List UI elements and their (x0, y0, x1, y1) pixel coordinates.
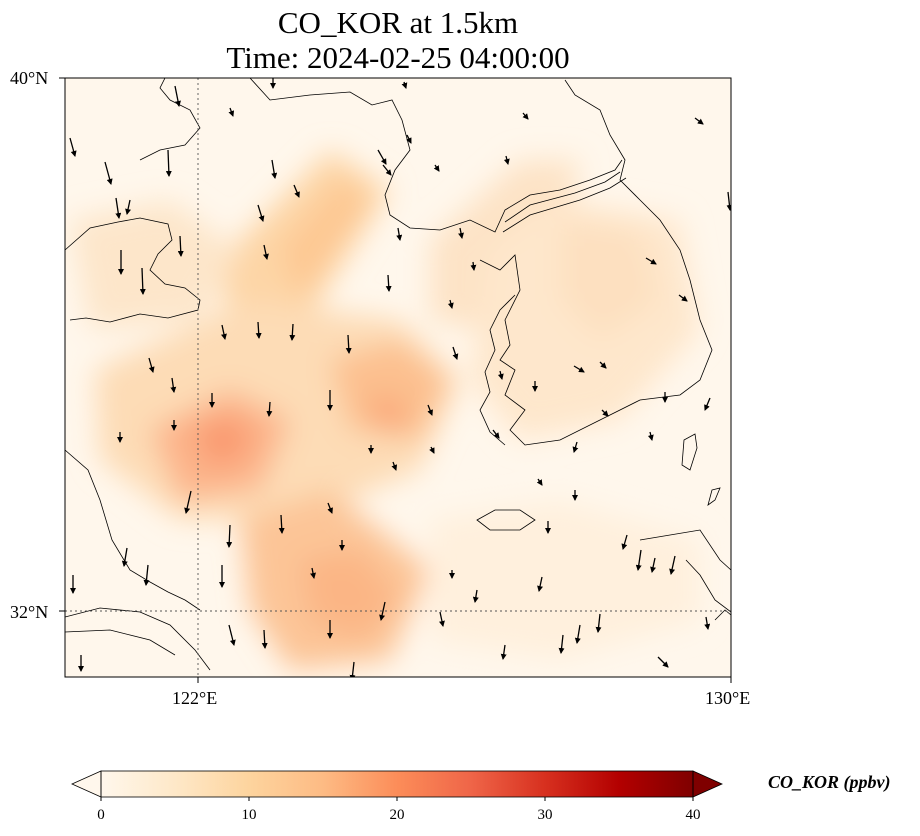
wind-vector-arrow (595, 613, 602, 633)
wind-vector-arrow (458, 227, 464, 239)
wind-vector-arrow (104, 161, 113, 185)
wind-vector-arrow (694, 117, 704, 125)
wind-vector-arrow (669, 555, 676, 575)
wind-vector-arrow (165, 149, 172, 177)
wind-vector-arrow (310, 567, 316, 579)
wind-vector-arrow (121, 547, 128, 567)
wind-vector-arrow (289, 323, 296, 341)
co-concentration-field (70, 150, 700, 670)
wind-vector-arrow (293, 184, 300, 198)
wind-vector-arrow (115, 197, 122, 219)
wind-vector-arrow (447, 299, 454, 309)
wind-vector-arrow (278, 514, 285, 534)
wind-vector-arrow (574, 624, 581, 644)
wind-vector-arrow (228, 624, 236, 646)
wind-vector-arrow (263, 244, 269, 260)
wind-vector-arrow (645, 257, 657, 265)
wind-vector-arrow (148, 357, 155, 373)
wind-vector-arrow (439, 611, 445, 627)
y-tick-32N: 32°N (10, 602, 49, 622)
wind-vector-arrow (221, 324, 227, 340)
chart-title-line2: Time: 2024-02-25 04:00:00 (226, 40, 570, 75)
wind-vector-arrow (647, 431, 654, 441)
y-tick-40N: 40°N (10, 68, 49, 88)
wind-vector-arrow (492, 429, 500, 439)
wind-vector-arrow (572, 441, 579, 453)
wind-vector-arrow (385, 274, 392, 292)
wind-vector-arrow (573, 365, 585, 373)
wind-vector-arrow (255, 321, 262, 339)
wind-vector-arrow (226, 524, 233, 548)
wind-vector-arrow (470, 261, 477, 271)
colorbar-tick-20: 20 (389, 807, 405, 823)
wind-vector-arrow (472, 589, 479, 603)
wind-vector-arrow (69, 137, 77, 157)
wind-vector-arrow (379, 601, 386, 621)
wind-vector-arrow (503, 155, 510, 165)
chart-title-line1: CO_KOR at 1.5km (277, 5, 519, 40)
wind-vector-arrow (391, 461, 398, 471)
x-tick-130E: 130°E (705, 688, 751, 708)
wind-vector-arrow (433, 164, 440, 172)
wind-vector-arrow (558, 634, 565, 654)
wind-vector-arrow (261, 629, 268, 649)
wind-vector-arrow (401, 81, 408, 89)
wind-vector-arrow (170, 377, 177, 393)
wind-vector-arrow (522, 112, 529, 120)
map-plot-area (65, 78, 731, 677)
x-tick-122E: 122°E (172, 688, 218, 708)
wind-vectors (69, 78, 731, 677)
colorbar-tick-10: 10 (241, 807, 257, 823)
wind-vector-arrow (601, 409, 609, 417)
wind-vector-arrow (497, 370, 504, 380)
wind-vector-arrow (500, 644, 507, 660)
colorbar-label: CO_KOR (ppbv) (768, 772, 891, 792)
wind-vector-arrow (382, 164, 392, 176)
colorbar-gradient (101, 771, 693, 797)
wind-vector-arrow (704, 397, 711, 411)
colorbar-tick-30: 30 (537, 807, 553, 823)
wind-vector-arrow (125, 199, 131, 215)
shandong-coast (65, 217, 201, 323)
wind-vector-arrow (266, 401, 273, 417)
wind-vector-arrow (429, 446, 435, 454)
wind-vector-arrow (349, 661, 356, 677)
wind-vector-arrow (678, 294, 688, 302)
jeju-island (476, 509, 536, 531)
wind-vector-arrow (143, 564, 150, 586)
colorbar (71, 770, 723, 801)
wind-vector-arrow (177, 235, 184, 257)
wind-vector-arrow (657, 656, 669, 668)
wind-vector-arrow (228, 107, 235, 117)
wind-vector-arrow (635, 549, 642, 571)
wind-vector-arrow (726, 191, 731, 211)
axis-ticks (59, 77, 732, 683)
wind-vector-arrow (650, 557, 656, 573)
coastlines (65, 78, 731, 671)
wind-vector-arrow (536, 478, 543, 486)
gridlines (65, 78, 731, 677)
wind-vector-arrow (345, 334, 352, 354)
wind-vector-arrow (184, 490, 192, 514)
wind-vector-arrow (537, 576, 543, 592)
wind-vector-arrow (427, 404, 433, 416)
wind-vector-arrow (174, 85, 181, 107)
wind-vector-arrow (377, 149, 387, 165)
colorbar-extend-max (692, 770, 723, 798)
wind-vector-arrow (271, 159, 278, 179)
colorbar-tick-40: 40 (685, 807, 701, 823)
colorbar-tick-0: 0 (97, 807, 105, 823)
wind-vector-arrow (452, 346, 459, 360)
map-frame (64, 77, 732, 678)
wind-vector-arrow (599, 361, 607, 369)
colorbar-extend-min (71, 770, 102, 798)
wind-vector-arrow (704, 616, 711, 630)
wind-vector-arrow (396, 227, 403, 241)
wind-vector-arrow (406, 134, 412, 144)
wind-vector-arrow (327, 502, 333, 514)
wind-vector-arrow (139, 267, 146, 295)
wind-vector-arrow (257, 204, 265, 222)
wind-vector-arrow (621, 534, 628, 550)
